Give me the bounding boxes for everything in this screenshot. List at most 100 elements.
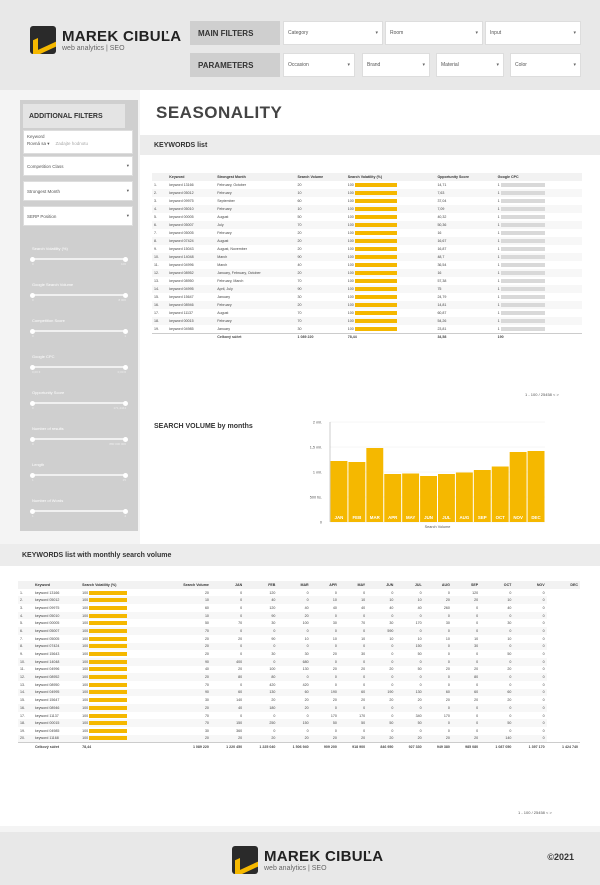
- column-header[interactable]: NOV: [513, 581, 547, 589]
- bar-dec[interactable]: [527, 451, 545, 522]
- filter-category[interactable]: Category ▾: [283, 21, 383, 45]
- table-row[interactable]: 18. keyword 00015 February 70 100 54,26 1: [152, 317, 582, 325]
- table-row[interactable]: 14. keyword 04995 100 90 60 130 60 190 60 190 130…: [18, 688, 580, 697]
- filter-input[interactable]: Input ▾: [485, 21, 581, 45]
- slider-max-handle[interactable]: [123, 436, 128, 442]
- column-header[interactable]: JUN: [367, 581, 396, 589]
- table-row[interactable]: 1. keyword 13166 100 20 0 120 0 0 0 0 0 0 120 0 0: [18, 589, 580, 597]
- column-header[interactable]: Keyword: [167, 173, 216, 181]
- slider-max-handle[interactable]: [123, 292, 128, 298]
- column-header[interactable]: Search Volatility (%): [80, 581, 162, 589]
- next-page-icon[interactable]: >: [549, 810, 552, 815]
- table-row[interactable]: 1. keyword 13166 February, October 20 100 14…: [152, 181, 582, 189]
- keyword-input[interactable]: Zadajte hodnotu: [55, 141, 89, 146]
- table-row[interactable]: 5. keyword 00005 August 50 100 40,32 1: [152, 213, 582, 221]
- select-strongest-month[interactable]: Strongest Month ▾: [23, 181, 133, 201]
- slider-max-handle[interactable]: [123, 256, 128, 262]
- range-slider[interactable]: [30, 292, 128, 298]
- column-header[interactable]: Google CPC: [495, 173, 582, 181]
- column-header[interactable]: JAN: [210, 581, 245, 589]
- table-row[interactable]: 15. keyword 15647 January 30 100 24,79 1: [152, 293, 582, 301]
- table-row[interactable]: 15. keyword 15647 100 30 140 20 20 20 20 20 20 20 2…: [18, 696, 580, 704]
- bar-apr[interactable]: [384, 474, 402, 522]
- table-row[interactable]: 10. keyword 14048 100 90 400 0 680 0 0 0 0 0 0 0 0: [18, 657, 580, 666]
- table-row[interactable]: 11. keyword 04996 100 40 20 100 130 20 20 20 50 20…: [18, 666, 580, 674]
- table-row[interactable]: 10. keyword 14048 March 90 100 48,7 1: [152, 253, 582, 261]
- table-row[interactable]: 13. keyword 08950 100 70 0 420 420 0 0 0 0 0 0 0 0: [18, 681, 580, 689]
- bar-mar[interactable]: [366, 448, 384, 522]
- slider-min-handle[interactable]: [30, 256, 35, 262]
- table-row[interactable]: 12. keyword 08952 January, February, Octob…: [152, 269, 582, 277]
- table-row[interactable]: 19. keyword 04985 January 30 100 23,81 1: [152, 325, 582, 333]
- slider-min-handle[interactable]: [30, 364, 35, 370]
- filter-occasion[interactable]: Occasion ▾: [283, 53, 355, 77]
- prev-page-icon[interactable]: <: [546, 810, 549, 815]
- filter-brand[interactable]: Brand ▾: [362, 53, 430, 77]
- column-header[interactable]: SEP: [451, 581, 481, 589]
- table-row[interactable]: 7. keyword 05005 100 20 20 90 10 10 10 10 10 10 10 1…: [18, 635, 580, 643]
- table-row[interactable]: 7. keyword 05005 February 20 100 16 1: [152, 229, 582, 237]
- range-slider[interactable]: [30, 436, 128, 442]
- filter-room[interactable]: Room ▾: [385, 21, 483, 45]
- table-row[interactable]: 2. keyword 05012 100 10 0 40 0 10 10 10 10 20 20 10 0: [18, 596, 580, 605]
- prev-page-icon[interactable]: <: [553, 392, 556, 397]
- column-header[interactable]: MAY: [338, 581, 368, 589]
- bar-aug[interactable]: [455, 472, 473, 523]
- table-row[interactable]: 11. keyword 04996 March 40 100 36,54 1: [152, 261, 582, 269]
- column-header[interactable]: JUL: [395, 581, 424, 589]
- column-header[interactable]: Keyword: [32, 581, 81, 589]
- select-competition-class[interactable]: Competition Class ▾: [23, 156, 133, 176]
- table-row[interactable]: 3. keyword 09975 100 60 0 120 40 40 40 40 40 260 0 4…: [18, 604, 580, 612]
- slider-min-handle[interactable]: [30, 400, 35, 406]
- table-row[interactable]: 16. keyword 08946 February 20 100 14,81 1: [152, 301, 582, 309]
- table-row[interactable]: 3. keyword 09975 September 60 100 37,04 1: [152, 197, 582, 205]
- column-header[interactable]: FEB: [244, 581, 278, 589]
- slider-min-handle[interactable]: [30, 472, 35, 478]
- bar-nov[interactable]: [509, 452, 527, 522]
- table-row[interactable]: 17. keyword 11137 100 70 0 0 0 170 170 0 340 170 0 0…: [18, 712, 580, 720]
- table-row[interactable]: 4. keyword 05010 February 10 100 7,09 1: [152, 205, 582, 213]
- column-header[interactable]: DEC: [546, 581, 580, 589]
- table-row[interactable]: 17. keyword 11137 August 70 100 60,87 1: [152, 309, 582, 317]
- table-row[interactable]: 16. keyword 08946 100 20 40 180 20 0 0 0 0 0 0 0 0: [18, 704, 580, 712]
- slider-min-handle[interactable]: [30, 508, 35, 514]
- bar-jan[interactable]: [330, 461, 348, 522]
- bar-feb[interactable]: [348, 462, 366, 522]
- range-slider[interactable]: [30, 508, 128, 514]
- column-header[interactable]: Opportunity Score: [435, 173, 496, 181]
- range-slider[interactable]: [30, 364, 128, 370]
- keyword-filter[interactable]: Keyword Rovná sa ▾ Zadajte hodnotu: [23, 130, 133, 154]
- slider-min-handle[interactable]: [30, 292, 35, 298]
- range-slider[interactable]: [30, 328, 128, 334]
- slider-min-handle[interactable]: [30, 436, 35, 442]
- table-row[interactable]: 13. keyword 08950 February, March 70 100 57,…: [152, 277, 582, 285]
- bar-sep[interactable]: [473, 470, 491, 522]
- range-slider[interactable]: [30, 472, 128, 478]
- table-row[interactable]: 8. keyword 07424 August 20 100 16,67 1: [152, 237, 582, 245]
- slider-max-handle[interactable]: [123, 328, 128, 334]
- table-row[interactable]: 6. keyword 05007 July 70 100 50,36 1: [152, 221, 582, 229]
- column-header[interactable]: AUG: [423, 581, 452, 589]
- column-header[interactable]: Search Volume: [295, 173, 346, 181]
- table-row[interactable]: 9. keyword 15043 August, November 20 100 16,…: [152, 245, 582, 253]
- table-row[interactable]: 5. keyword 00005 100 50 70 30 100 30 70 30 170 30 0…: [18, 619, 580, 627]
- column-header[interactable]: Strongest Month: [215, 173, 296, 181]
- column-header[interactable]: MAR: [277, 581, 311, 589]
- slider-max-handle[interactable]: [123, 472, 128, 478]
- table-row[interactable]: 14. keyword 04995 April, July 90 100 75 1: [152, 285, 582, 293]
- table-row[interactable]: 9. keyword 15643 100 20 0 30 30 20 30 0 50 0 0 50 0: [18, 650, 580, 658]
- bar-oct[interactable]: [491, 466, 509, 523]
- table-row[interactable]: 12. keyword 08952 100 20 80 80 0 0 0 0 0 0 80 0 0: [18, 673, 580, 681]
- filter-color[interactable]: Color ▾: [510, 53, 581, 77]
- column-header[interactable]: Search Volatility (%): [345, 173, 436, 181]
- range-slider[interactable]: [30, 400, 128, 406]
- column-header[interactable]: OCT: [480, 581, 514, 589]
- range-slider[interactable]: [30, 256, 128, 262]
- slider-min-handle[interactable]: [30, 328, 35, 334]
- table-row[interactable]: 19. keyword 04985 100 30 360 0 0 0 0 0 0 0 0 0 0: [18, 727, 580, 735]
- table-row[interactable]: 8. keyword 07424 100 20 0 0 0 0 0 0 150 0 30 0 0: [18, 642, 580, 651]
- slider-max-handle[interactable]: [123, 400, 128, 406]
- keyword-operator-select[interactable]: Rovná sa ▾: [27, 141, 50, 146]
- table-row[interactable]: 18. keyword 00015 100 70 150 250 150 50 50 50 50 0…: [18, 719, 580, 728]
- bar-may[interactable]: [402, 473, 420, 523]
